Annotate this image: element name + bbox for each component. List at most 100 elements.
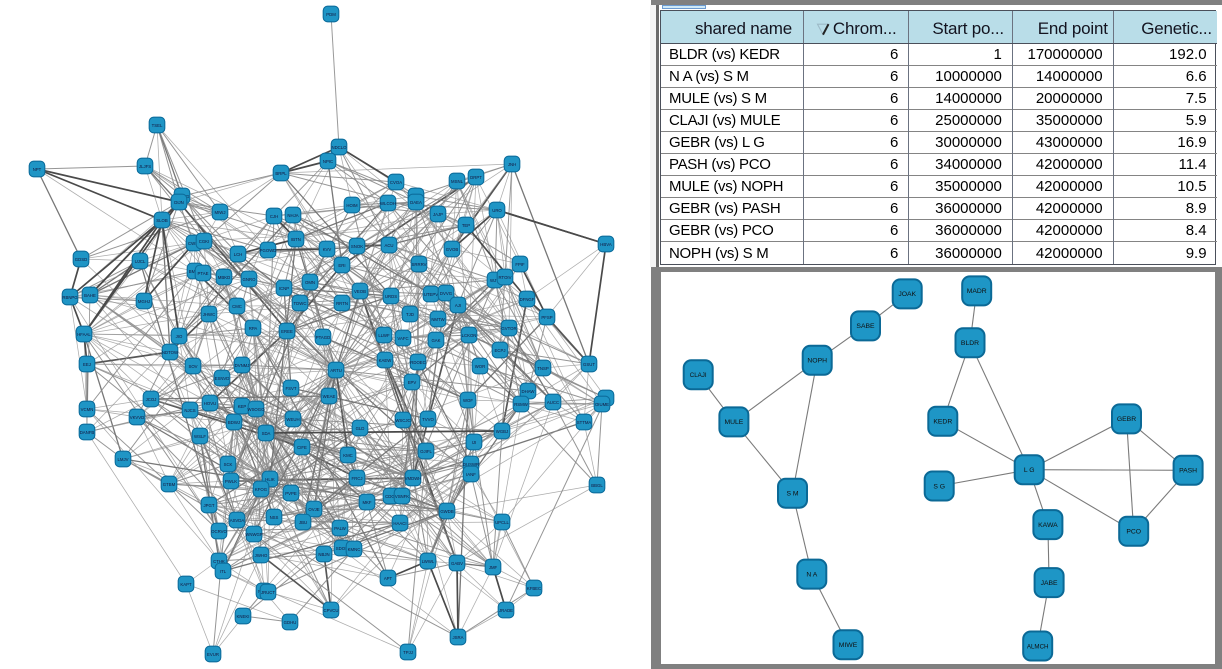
svg-text:DUSWR: DUSWR xyxy=(463,462,479,467)
svg-text:FSVT: FSVT xyxy=(286,386,297,391)
svg-text:GVOB: GVOB xyxy=(446,247,459,252)
svg-text:ECPJ: ECPJ xyxy=(495,348,506,353)
svg-text:ASVDA: ASVDA xyxy=(230,518,245,523)
svg-text:EVUR: EVUR xyxy=(207,652,219,657)
svg-text:MSNL: MSNL xyxy=(451,179,464,184)
svg-text:SDA: SDA xyxy=(262,431,271,436)
svg-text:RTOIV: RTOIV xyxy=(499,275,512,280)
svg-text:SABE: SABE xyxy=(856,323,875,330)
svg-text:LCKON: LCKON xyxy=(462,333,477,338)
svg-text:JSRA: JSRA xyxy=(453,635,464,640)
svg-text:AJI: AJI xyxy=(455,303,461,308)
svg-text:GDHU: GDHU xyxy=(284,620,297,625)
svg-text:DAEA: DAEA xyxy=(410,200,422,205)
svg-text:PGOWD: PGOWD xyxy=(260,248,277,253)
svg-text:LWWL: LWWL xyxy=(422,559,435,564)
svg-text:BBGL: BBGL xyxy=(591,483,603,488)
svg-text:PCO: PCO xyxy=(1126,528,1141,535)
svg-text:SOV: SOV xyxy=(188,364,197,369)
svg-text:NOPH: NOPH xyxy=(807,357,827,364)
svg-text:JHWC: JHWC xyxy=(203,312,215,317)
svg-text:SLOB: SLOB xyxy=(156,218,168,223)
svg-text:SDOD: SDOD xyxy=(336,546,348,551)
svg-text:CLAJI: CLAJI xyxy=(689,372,706,379)
svg-text:JRADE: JRADE xyxy=(499,608,513,613)
svg-text:KAWA: KAWA xyxy=(1038,521,1058,528)
svg-text:BRPL: BRPL xyxy=(275,171,287,176)
svg-text:GTBM: GTBM xyxy=(163,482,176,487)
svg-text:MGHJ: MGHJ xyxy=(138,299,150,304)
svg-text:KAPT: KAPT xyxy=(180,582,192,587)
svg-text:UJCL: UJCL xyxy=(135,259,146,264)
svg-text:GVTOR: GVTOR xyxy=(501,326,516,331)
svg-text:WLCOH: WLCOH xyxy=(380,201,396,206)
svg-text:RDOEC: RDOEC xyxy=(410,360,426,365)
svg-text:CIFE: CIFE xyxy=(297,445,307,450)
svg-text:URDS: URDS xyxy=(385,294,397,299)
svg-text:S G: S G xyxy=(933,483,945,490)
svg-text:OMN: OMN xyxy=(305,280,315,285)
svg-text:KAEW: KAEW xyxy=(379,358,393,363)
svg-text:MIWJ: MIWJ xyxy=(215,210,226,215)
svg-text:CMC: CMC xyxy=(232,304,242,309)
svg-text:EREE: EREE xyxy=(281,329,293,334)
svg-text:WSLF: WSLF xyxy=(194,434,206,439)
svg-text:OIUME: OIUME xyxy=(595,402,609,407)
svg-text:WJTI: WJTI xyxy=(490,278,500,283)
svg-text:TNSP: TNSP xyxy=(537,366,549,371)
svg-text:VCMN: VCMN xyxy=(81,407,94,412)
svg-text:N A: N A xyxy=(806,571,817,578)
svg-text:GEBR: GEBR xyxy=(1116,416,1135,423)
svg-text:APT: APT xyxy=(384,576,393,581)
svg-text:TVVO: TVVO xyxy=(422,417,434,422)
svg-text:LLWF: LLWF xyxy=(378,333,390,338)
svg-text:NSS: NSS xyxy=(270,515,279,520)
svg-text:WSOGO: WSOGO xyxy=(248,407,266,412)
svg-text:WSCJC: WSCJC xyxy=(395,418,410,423)
svg-text:WGBJ: WGBJ xyxy=(496,429,508,434)
svg-text:DFNGF: DFNGF xyxy=(520,297,535,302)
svg-text:CGKI: CGKI xyxy=(199,239,210,244)
svg-text:KVV: KVV xyxy=(323,247,332,252)
svg-text:KFBEC: KFBEC xyxy=(527,586,541,591)
svg-text:RBNPG: RBNPG xyxy=(62,295,78,300)
svg-text:JCOJ: JCOJ xyxy=(146,397,157,402)
svg-text:DANFB: DANFB xyxy=(80,430,95,435)
svg-text:MKF: MKF xyxy=(362,500,371,505)
svg-text:KNEKI: KNEKI xyxy=(237,614,250,619)
svg-text:UPCLL: UPCLL xyxy=(495,520,509,525)
svg-text:MADR: MADR xyxy=(966,288,986,295)
svg-text:L G: L G xyxy=(1023,467,1034,474)
svg-text:JOAK: JOAK xyxy=(898,291,916,298)
svg-text:KMNC: KMNC xyxy=(348,547,361,552)
svg-text:RRTN: RRTN xyxy=(336,301,348,306)
svg-text:DVVG: DVVG xyxy=(440,291,453,296)
svg-text:IANF: IANF xyxy=(466,472,476,477)
svg-text:SRRRV: SRRRV xyxy=(412,262,427,267)
svg-text:JNH: JNH xyxy=(508,162,516,167)
svg-text:SNOK: SNOK xyxy=(351,244,363,249)
svg-text:TSEL: TSEL xyxy=(152,123,163,128)
svg-text:ACU: ACU xyxy=(384,243,393,248)
svg-text:KMC: KMC xyxy=(343,453,353,458)
svg-text:MBKD: MBKD xyxy=(218,275,230,280)
svg-text:CVOA: CVOA xyxy=(390,180,402,185)
svg-text:CDGJ: CDGJ xyxy=(385,494,397,499)
svg-text:NPIC: NPIC xyxy=(323,159,333,164)
svg-text:JWHO: JWHO xyxy=(255,553,268,558)
svg-text:PDM: PDM xyxy=(326,12,336,17)
svg-text:WEUH: WEUH xyxy=(286,417,299,422)
svg-text:JRUCT: JRUCT xyxy=(261,590,275,595)
svg-text:JLJFS: JLJFS xyxy=(139,164,151,169)
svg-text:JAJP: JAJP xyxy=(433,212,443,217)
svg-text:KEP: KEP xyxy=(238,404,247,409)
svg-text:JPGT: JPGT xyxy=(204,503,215,508)
svg-text:BDWJ: BDWJ xyxy=(228,420,240,425)
svg-text:HLIK: HLIK xyxy=(265,477,275,482)
svg-text:NMTW: NMTW xyxy=(431,317,445,322)
svg-text:KFOG: KFOG xyxy=(255,487,268,492)
svg-text:IBTN: IBTN xyxy=(291,237,301,242)
svg-text:GDSD: GDSD xyxy=(75,257,87,262)
svg-text:URO: URO xyxy=(492,208,502,213)
svg-text:UTEPV: UTEPV xyxy=(424,292,438,297)
